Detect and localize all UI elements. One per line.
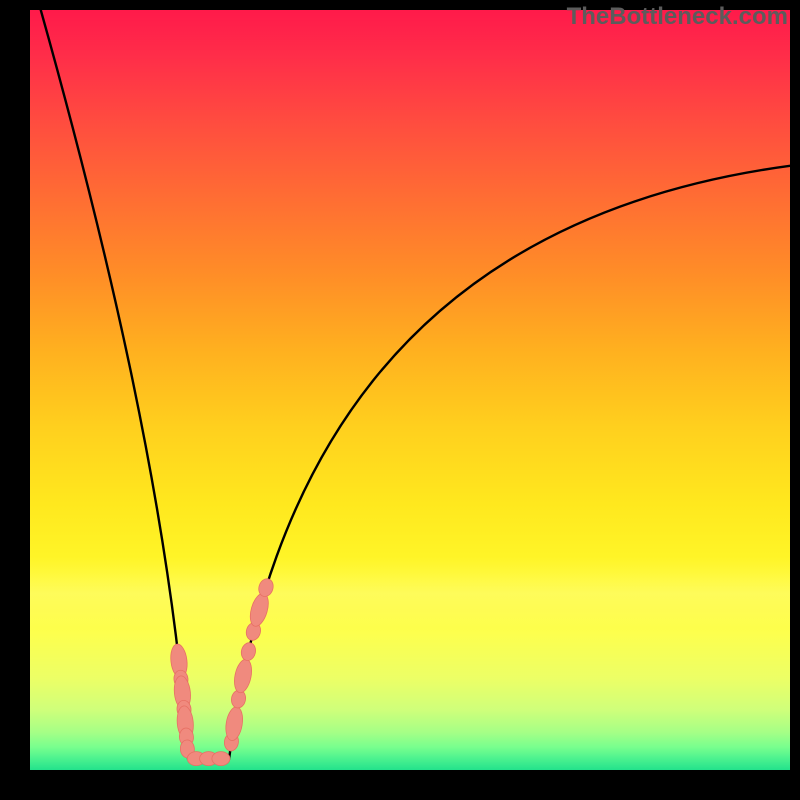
chart-frame <box>0 0 800 800</box>
bead <box>212 752 230 766</box>
chart-overlay <box>30 10 790 770</box>
watermark-text: TheBottleneck.com <box>567 3 788 31</box>
plot-area <box>30 10 790 770</box>
bottleneck-curve <box>30 10 790 759</box>
bead <box>240 641 258 662</box>
haze-band <box>30 557 790 629</box>
bead <box>232 658 255 695</box>
